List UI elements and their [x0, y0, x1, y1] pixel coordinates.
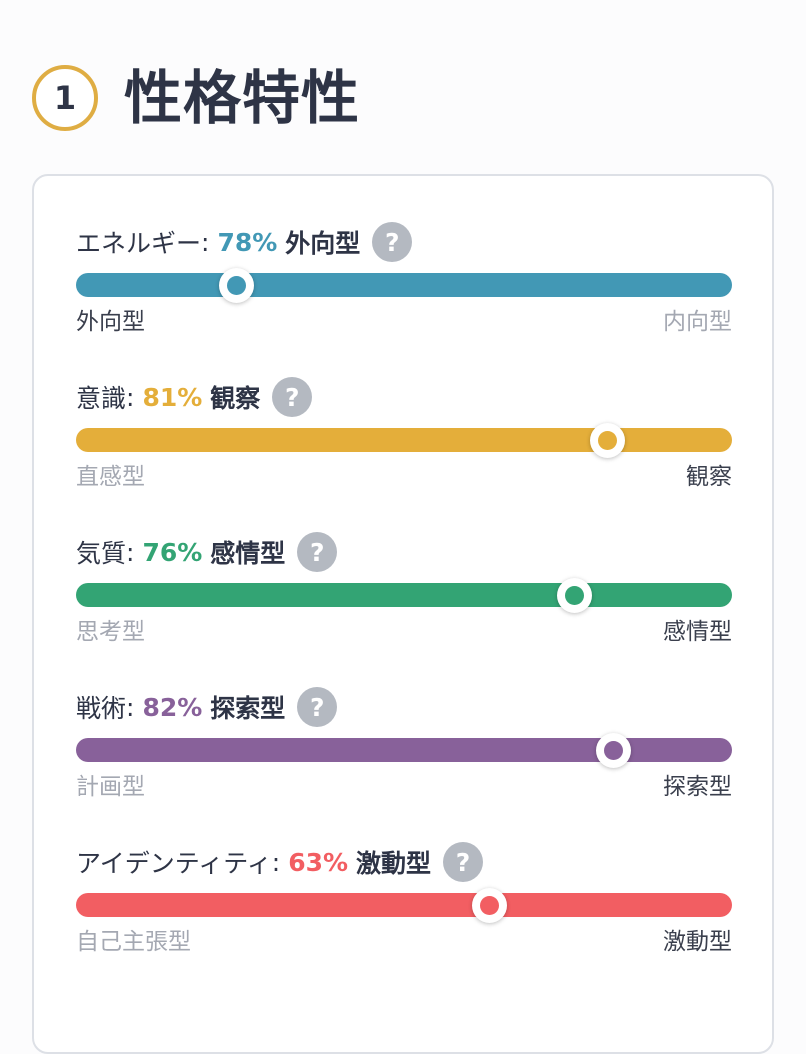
left-pole-label: 直感型 [76, 464, 145, 490]
trait-heading: 戦術:82% 探索型 ? [76, 685, 338, 729]
thumb-dot [604, 740, 624, 760]
trait-colon: : [201, 227, 210, 257]
trait-type: 観察 [210, 384, 261, 413]
left-pole-label: 計画型 [76, 774, 145, 800]
help-icon[interactable]: ? [372, 222, 413, 262]
right-pole-label: 観察 [686, 464, 732, 490]
help-icon[interactable]: ? [297, 687, 338, 727]
trait-name: 気質 [76, 539, 127, 568]
trait-name: エネルギー [76, 229, 202, 258]
trait-heading: 意識:81% 観察 ? [76, 375, 313, 419]
right-pole-label: 激動型 [663, 929, 732, 955]
right-pole-label: 探索型 [663, 774, 732, 800]
trait-mind: 意識:81% 観察 ? 直感型 観察 [76, 375, 732, 495]
trait-slider-track [76, 732, 732, 768]
left-pole-label: 思考型 [76, 619, 145, 645]
thumb-dot [227, 275, 247, 295]
trait-slider-thumb[interactable] [219, 267, 255, 303]
trait-slider-thumb[interactable] [596, 732, 632, 768]
trait-colon: : [271, 847, 281, 877]
trait-slider-thumb[interactable] [557, 577, 593, 613]
trait-heading: 気質:76% 感情型 ? [76, 530, 338, 574]
trait-slider-track [76, 887, 732, 923]
trait-type: 激動型 [356, 849, 432, 878]
trait-percent: 81% [142, 382, 203, 412]
trait-type: 感情型 [210, 539, 286, 568]
trait-percent: 82% [142, 692, 203, 722]
trait-percent: 76% [142, 537, 203, 567]
trait-slider-thumb[interactable] [589, 422, 625, 458]
traits-card: エネルギー:78% 外向型 ? 外向型 内向型 意識:81% 観察 ? 直感型 観察… [32, 174, 774, 1054]
trait-type: 探索型 [210, 694, 286, 723]
trait-slider-track [76, 422, 732, 458]
trait-name: 戦術 [76, 694, 127, 723]
trait-colon: : [126, 382, 135, 412]
trait-slider-thumb[interactable] [471, 887, 507, 923]
help-icon[interactable]: ? [272, 377, 313, 417]
trait-percent: 78% [217, 227, 278, 257]
trait-heading: アイデンティティ:63% 激動型 ? [76, 840, 484, 884]
left-pole-label: 外向型 [76, 309, 145, 335]
trait-type: 外向型 [285, 229, 361, 258]
left-pole-label: 自己主張型 [76, 929, 191, 955]
trait-heading: エネルギー:78% 外向型 ? [76, 220, 413, 264]
section-header: 1 性格特性 [32, 58, 360, 138]
trait-slider-track [76, 267, 732, 303]
help-icon[interactable]: ? [443, 842, 484, 882]
trait-identity: アイデンティティ:63% 激動型 ? 自己主張型 激動型 [76, 840, 732, 960]
page-title: 性格特性 [124, 64, 361, 132]
thumb-dot [479, 895, 499, 915]
right-pole-label: 感情型 [663, 619, 732, 645]
trait-energy: エネルギー:78% 外向型 ? 外向型 内向型 [76, 220, 732, 340]
trait-nature: 気質:76% 感情型 ? 思考型 感情型 [76, 530, 732, 650]
trait-colon: : [126, 692, 135, 722]
trait-colon: : [126, 537, 135, 567]
trait-slider-track [76, 577, 732, 613]
trait-name: 意識 [76, 384, 127, 413]
trait-percent: 63% [288, 847, 349, 877]
trait-name: アイデンティティ [76, 849, 272, 878]
help-icon[interactable]: ? [297, 532, 338, 572]
right-pole-label: 内向型 [663, 309, 732, 335]
step-number-badge: 1 [32, 65, 98, 131]
trait-tactics: 戦術:82% 探索型 ? 計画型 探索型 [76, 685, 732, 805]
thumb-dot [597, 430, 617, 450]
thumb-dot [565, 585, 585, 605]
